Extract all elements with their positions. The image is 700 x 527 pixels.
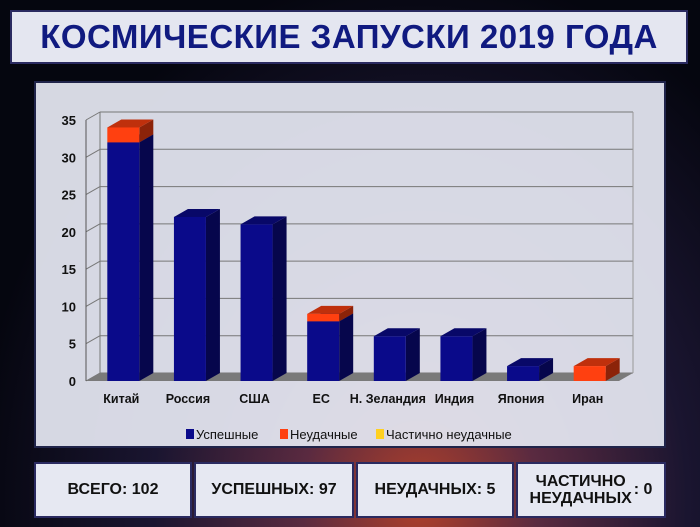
x-tick-label: Япония <box>498 392 545 406</box>
x-tick-label: Иран <box>572 392 603 406</box>
bar-top <box>440 328 487 337</box>
stat-partial-value: : 0 <box>633 481 653 498</box>
stat-partial: ЧАСТИЧНО НЕУДАЧНЫХ : 0 <box>516 462 666 518</box>
legend-label: Успешные <box>196 427 258 442</box>
stat-partial-line1: ЧАСТИЧНО <box>535 473 626 490</box>
stat-partial-line2: НЕУДАЧНЫХ <box>529 490 632 507</box>
y-tick-label: 5 <box>69 337 76 352</box>
x-tick-label: ЕС <box>313 392 330 406</box>
bar-top <box>107 119 154 128</box>
stat-total-text: ВСЕГО: 102 <box>67 481 159 498</box>
page-title: КОСМИЧЕСКИЕ ЗАПУСКИ 2019 ГОДА <box>40 18 658 55</box>
bar-side <box>205 208 220 381</box>
legend-swatch <box>376 429 384 439</box>
legend-swatch <box>186 429 194 439</box>
gridline-side <box>85 297 101 307</box>
x-tick-label: Н. Зеландия <box>350 392 426 406</box>
bar-Неудачные <box>307 313 340 322</box>
bar-Неудачные <box>573 366 606 381</box>
bar-Успешные <box>373 336 406 381</box>
title-box: КОСМИЧЕСКИЕ ЗАПУСКИ 2019 ГОДА <box>10 10 688 64</box>
bar-top <box>173 208 220 217</box>
bar-Успешные <box>507 366 540 381</box>
y-tick-label: 30 <box>62 150 76 165</box>
bar-side <box>139 134 154 381</box>
stat-failed-text: НЕУДАЧНЫХ: 5 <box>374 481 496 498</box>
y-tick-label: 10 <box>62 299 76 314</box>
floor <box>86 373 633 381</box>
bar-top <box>373 328 420 337</box>
bar-Успешные <box>107 142 140 381</box>
gridline-side <box>85 223 101 233</box>
chart-panel: 0 5 10 15 20 25 30 35 Китай Россия США ЕС Н. Зеланди… <box>34 81 666 448</box>
bar-side <box>472 328 487 381</box>
bar-top <box>307 305 354 314</box>
y-tick-label: 0 <box>69 374 76 389</box>
y-tick-label: 20 <box>62 225 76 240</box>
gridline-side <box>85 111 101 121</box>
bar-top <box>573 358 620 367</box>
stat-partial-label: ЧАСТИЧНО НЕУДАЧНЫХ <box>530 473 632 507</box>
legend-label: Неудачные <box>290 427 358 442</box>
bar-side <box>539 358 554 381</box>
bar-Успешные <box>440 336 473 381</box>
legend-swatch <box>280 429 288 439</box>
bar-Успешные <box>173 216 206 381</box>
bar-Успешные <box>240 224 273 381</box>
bar-side <box>139 119 154 143</box>
gridline-side <box>85 260 101 270</box>
y-tick-label: 35 <box>62 113 76 128</box>
stat-success: УСПЕШНЫХ: 97 <box>194 462 354 518</box>
bar-side <box>272 216 287 381</box>
y-tick-label: 15 <box>62 262 76 277</box>
gridline-side <box>85 186 101 196</box>
bar-Успешные <box>307 321 340 381</box>
bar-top <box>507 358 554 367</box>
gridline-side <box>85 148 101 158</box>
bar-side <box>339 305 354 322</box>
y-tick-label: 25 <box>62 188 76 203</box>
x-tick-label: Китай <box>103 392 139 406</box>
x-tick-label: Россия <box>166 392 210 406</box>
x-tick-label: Индия <box>435 392 474 406</box>
stat-failed: НЕУДАЧНЫХ: 5 <box>356 462 514 518</box>
bar-top <box>240 216 287 225</box>
gridline-side <box>85 335 101 345</box>
legend-label: Частично неудачные <box>386 427 512 442</box>
bar-side <box>339 313 354 381</box>
stat-success-text: УСПЕШНЫХ: 97 <box>211 481 337 498</box>
x-tick-label: США <box>239 392 270 406</box>
stat-total: ВСЕГО: 102 <box>34 462 192 518</box>
bar-side <box>405 328 420 381</box>
bar-chart: 0 5 10 15 20 25 30 35 Китай Россия США ЕС Н. Зеланди… <box>62 111 634 442</box>
bar-side <box>605 358 620 381</box>
bar-Неудачные <box>107 127 140 143</box>
